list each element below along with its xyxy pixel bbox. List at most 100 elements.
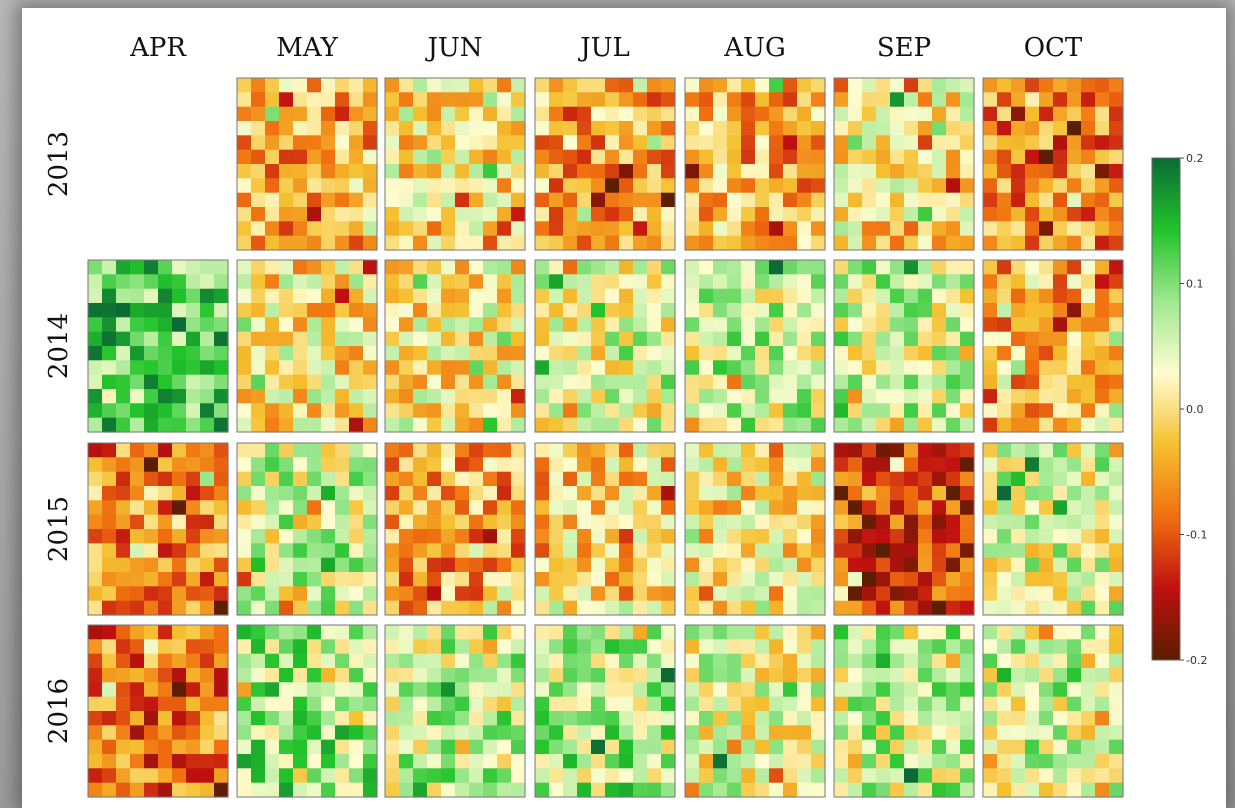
panel-cell: [619, 543, 634, 559]
panel-cell: [918, 572, 933, 587]
panel-cell: [497, 389, 512, 404]
panel-cell: [685, 529, 700, 544]
panel-cell: [834, 360, 849, 376]
panel-cell: [755, 471, 770, 487]
panel-cell: [960, 557, 975, 573]
panel-cell: [88, 639, 103, 655]
panel-cell: [399, 572, 414, 587]
panel-cell: [769, 317, 784, 333]
panel-cell: [834, 106, 849, 122]
panel-cell: [685, 768, 700, 784]
panel-cell: [727, 711, 742, 726]
panel-cell: [130, 500, 145, 516]
panel-cell: [307, 360, 322, 376]
panel-cell: [741, 303, 756, 318]
panel-cell: [1039, 572, 1054, 587]
panel-cell: [413, 754, 428, 769]
panel-cell: [577, 586, 592, 602]
panel-cell: [535, 754, 550, 769]
panel-cell: [1053, 696, 1068, 712]
panel-cell: [335, 711, 350, 726]
panel-cell: [413, 457, 428, 473]
panel-cell: [577, 725, 592, 741]
panel-cell: [946, 303, 961, 318]
panel-cell: [848, 600, 863, 616]
panel-cell: [769, 557, 784, 573]
panel-cell: [511, 303, 526, 318]
panel-cell: [834, 303, 849, 318]
panel-cell: [363, 331, 378, 347]
panel-cell: [783, 754, 798, 769]
panel-cell: [1039, 303, 1054, 318]
panel-cell: [1067, 739, 1082, 755]
panel-cell: [661, 782, 676, 798]
panel-cell: [511, 711, 526, 726]
panel-cell: [783, 572, 798, 587]
panel-cell: [563, 471, 578, 487]
panel-cell: [497, 135, 512, 151]
panel-cell: [890, 529, 905, 544]
panel-cell: [1095, 486, 1110, 501]
panel-cell: [1039, 92, 1054, 108]
panel-cell: [321, 106, 336, 122]
panel-cell: [811, 639, 826, 655]
panel-cell: [399, 586, 414, 602]
panel-cell: [997, 331, 1012, 347]
panel-cell: [619, 711, 634, 726]
panel-cell: [890, 557, 905, 573]
panel-cell: [960, 768, 975, 784]
panel-cell: [1053, 360, 1068, 376]
panel-cell: [363, 514, 378, 530]
panel-cell: [633, 235, 648, 251]
panel-cell: [876, 417, 891, 433]
panel-cell: [932, 235, 947, 251]
panel-cell: [279, 317, 294, 333]
panel-cell: [661, 92, 676, 108]
panel-cell: [862, 317, 877, 333]
panel-cell: [200, 600, 215, 616]
panel-cell: [769, 625, 784, 640]
panel-cell: [563, 500, 578, 516]
panel-cell: [685, 668, 700, 683]
panel-cell: [1081, 711, 1096, 726]
panel-cell: [1011, 639, 1026, 655]
panel-cell: [713, 106, 728, 122]
panel-cell: [577, 303, 592, 318]
panel-cell: [633, 754, 648, 769]
panel-cell: [741, 754, 756, 769]
panel-cell: [932, 529, 947, 544]
panel-cell: [399, 331, 414, 347]
panel-cell: [293, 572, 308, 587]
panel-cell: [834, 486, 849, 501]
panel-cell: [661, 514, 676, 530]
panel-cell: [265, 696, 280, 712]
panel-cell: [661, 471, 676, 487]
panel-cell: [769, 514, 784, 530]
panel-cell: [130, 782, 145, 798]
panel-cell: [647, 149, 662, 165]
panel-cell: [876, 288, 891, 304]
panel-cell: [349, 443, 364, 458]
panel-cell: [172, 486, 187, 501]
panel-cell: [946, 639, 961, 655]
panel-cell: [741, 543, 756, 559]
panel-cell: [427, 135, 442, 151]
panel-cell: [591, 235, 606, 251]
panel-cell: [399, 417, 414, 433]
panel-cell: [265, 135, 280, 151]
panel-cell: [591, 471, 606, 487]
panel-cell: [904, 586, 919, 602]
panel-cell: [535, 739, 550, 755]
panel-cell: [549, 403, 564, 419]
panel-cell: [265, 403, 280, 419]
panel-cell: [997, 92, 1012, 108]
panel-cell: [1039, 514, 1054, 530]
panel-cell: [862, 457, 877, 473]
panel-cell: [997, 653, 1012, 669]
panel-cell: [237, 288, 252, 304]
panel-cell: [960, 486, 975, 501]
panel-border: [684, 442, 826, 616]
panel-cell: [1081, 164, 1096, 179]
panel-cell: [511, 600, 526, 616]
panel-cell: [997, 303, 1012, 318]
